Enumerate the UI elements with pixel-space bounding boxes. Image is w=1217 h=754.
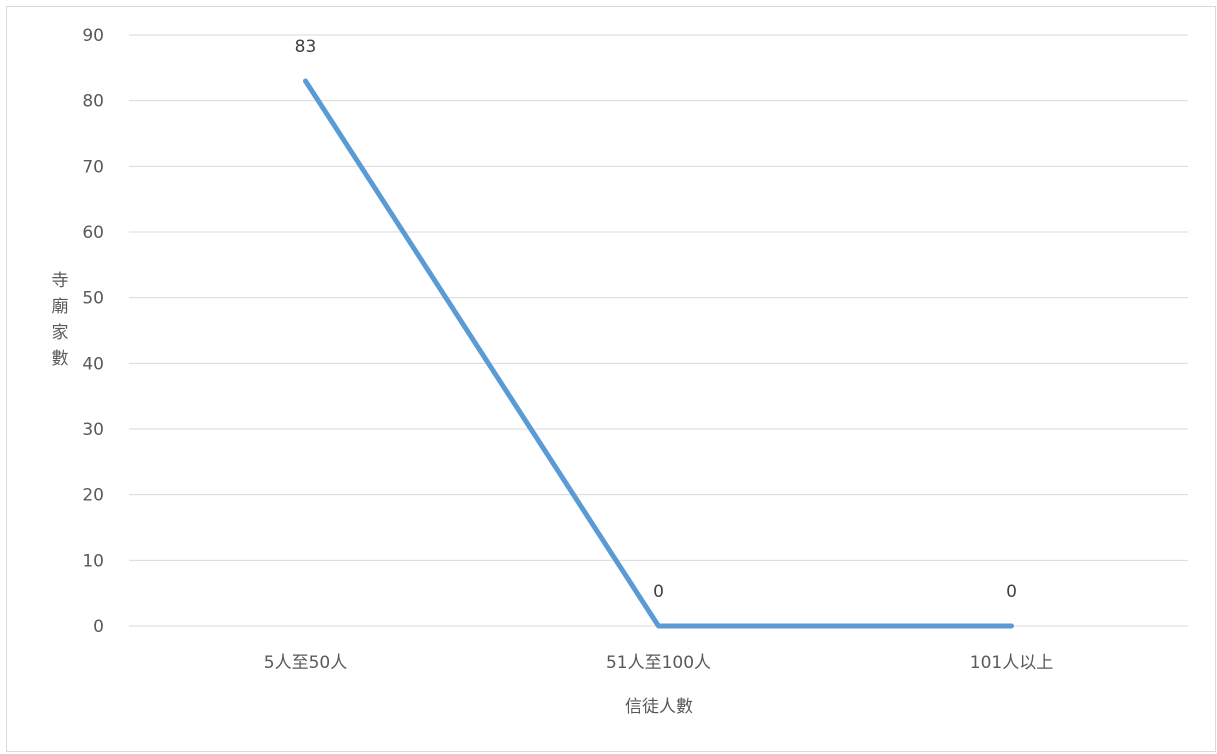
y-tick-labels: 0 10 20 30 40 50 60 70 80 90 <box>82 26 104 637</box>
y-axis-title-char: 數 <box>51 349 69 369</box>
gridlines <box>129 34 1188 627</box>
series-line <box>303 78 1014 629</box>
y-axis-title-char: 廟 <box>51 297 69 317</box>
series-layer <box>303 78 1014 629</box>
x-tick-label: 101人以上 <box>970 653 1053 673</box>
x-tick-label: 5人至50人 <box>264 653 347 673</box>
y-tick-label: 10 <box>82 551 104 571</box>
data-label: 83 <box>295 37 317 57</box>
y-tick-label: 50 <box>82 289 104 309</box>
data-labels: 83 0 0 <box>295 37 1017 602</box>
y-tick-label: 20 <box>82 486 104 506</box>
y-axis-title-char: 寺 <box>51 271 69 291</box>
x-tick-label: 51人至100人 <box>606 653 711 673</box>
chart-frame <box>6 6 1216 752</box>
y-tick-label: 80 <box>82 92 104 112</box>
y-tick-label: 40 <box>82 354 104 374</box>
x-tick-labels: 5人至50人 51人至100人 101人以上 <box>264 653 1053 673</box>
y-tick-label: 60 <box>82 223 104 243</box>
y-tick-label: 30 <box>82 420 104 440</box>
y-tick-label: 0 <box>93 617 104 637</box>
y-tick-label: 70 <box>82 157 104 177</box>
data-label: 0 <box>1006 582 1017 602</box>
data-label: 0 <box>653 582 664 602</box>
y-axis-title-char: 家 <box>51 323 69 343</box>
x-axis-title: 信徒人數 <box>625 697 693 717</box>
y-tick-label: 90 <box>82 26 104 46</box>
